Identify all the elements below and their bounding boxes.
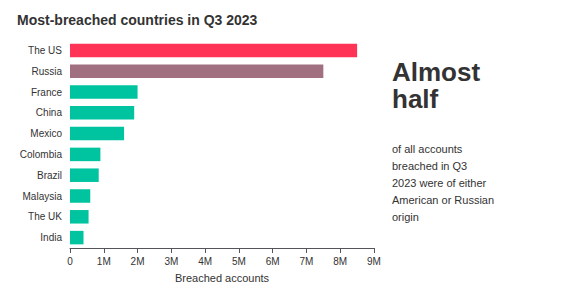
svg-text:American or Russian: American or Russian [392,194,494,206]
svg-text:6M: 6M [266,256,280,267]
svg-text:9M: 9M [367,256,381,267]
svg-text:0: 0 [67,256,73,267]
svg-text:Brazil: Brazil [37,170,62,181]
svg-text:India: India [40,232,62,243]
svg-text:Breached accounts: Breached accounts [175,272,270,284]
svg-text:Malaysia: Malaysia [23,191,63,202]
svg-text:Russia: Russia [31,66,62,77]
svg-text:8M: 8M [333,256,347,267]
svg-text:France: France [31,87,63,98]
svg-text:2023 were of either: 2023 were of either [392,177,487,189]
svg-text:Mexico: Mexico [30,128,62,139]
svg-text:of all accounts: of all accounts [392,143,463,155]
svg-text:half: half [392,84,439,114]
svg-text:3M: 3M [164,256,178,267]
svg-text:2M: 2M [131,256,145,267]
svg-text:Most-breached countries in Q3: Most-breached countries in Q3 2023 [17,12,258,28]
svg-text:1M: 1M [97,256,111,267]
svg-text:4M: 4M [198,256,212,267]
svg-text:origin: origin [392,211,419,223]
svg-text:The US: The US [28,45,62,56]
svg-text:The UK: The UK [28,211,62,222]
svg-text:7M: 7M [299,256,313,267]
svg-text:China: China [36,107,63,118]
svg-text:5M: 5M [232,256,246,267]
svg-text:breached in Q3: breached in Q3 [392,160,467,172]
svg-text:Almost: Almost [392,57,480,87]
svg-text:Colombia: Colombia [20,149,63,160]
